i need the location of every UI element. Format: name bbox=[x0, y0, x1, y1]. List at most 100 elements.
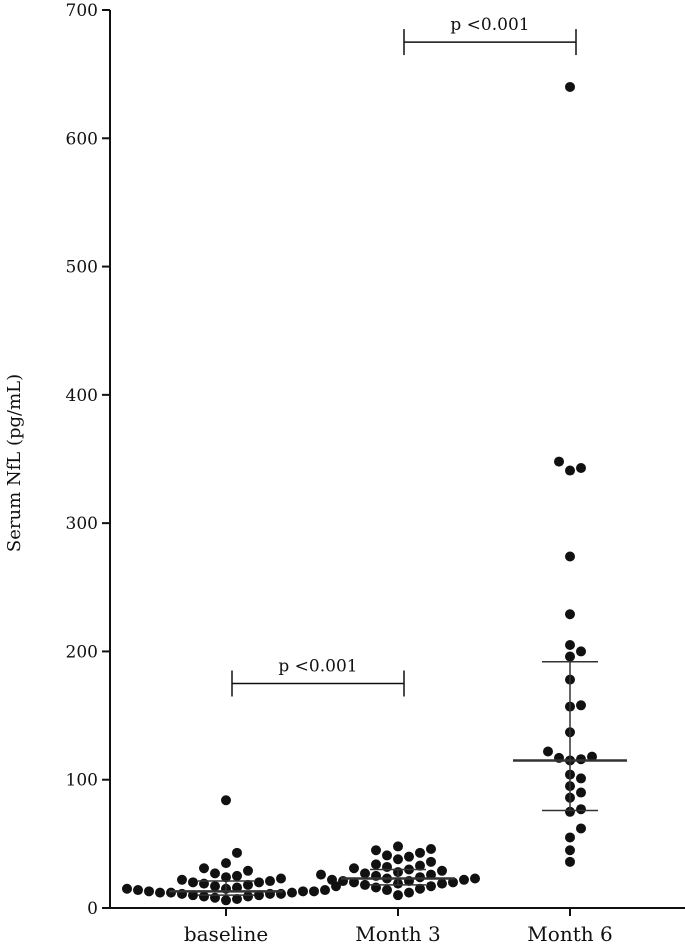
data-point bbox=[565, 640, 575, 651]
data-point bbox=[243, 865, 253, 876]
data-point bbox=[565, 551, 575, 562]
data-point bbox=[404, 851, 414, 862]
data-point bbox=[243, 879, 253, 890]
data-point bbox=[254, 890, 264, 901]
data-point bbox=[265, 876, 275, 887]
data-point bbox=[371, 859, 381, 870]
data-point bbox=[426, 869, 436, 880]
data-point bbox=[393, 890, 403, 901]
data-point bbox=[210, 892, 220, 903]
data-point bbox=[371, 882, 381, 893]
data-point bbox=[199, 878, 209, 889]
data-point bbox=[576, 804, 586, 815]
y-tick-label: 700 bbox=[66, 1, 98, 21]
x-tick-label-baseline: baseline bbox=[184, 922, 268, 946]
data-points bbox=[122, 81, 597, 906]
data-point bbox=[360, 879, 370, 890]
x-tick-label-month-6: Month 6 bbox=[527, 922, 612, 946]
data-point bbox=[565, 832, 575, 843]
data-point bbox=[404, 887, 414, 898]
data-point bbox=[382, 885, 392, 896]
median-iqr-bars bbox=[169, 660, 627, 896]
data-point bbox=[320, 885, 330, 896]
data-point bbox=[221, 895, 231, 906]
data-point bbox=[382, 861, 392, 872]
y-tick-label: 200 bbox=[66, 642, 98, 662]
data-point bbox=[576, 646, 586, 657]
data-point bbox=[437, 878, 447, 889]
data-point bbox=[276, 873, 286, 884]
data-point bbox=[144, 886, 154, 897]
data-point bbox=[576, 462, 586, 473]
x-axis: baseline Month 3 Month 6 bbox=[110, 907, 685, 946]
data-point bbox=[437, 865, 447, 876]
data-point bbox=[393, 854, 403, 865]
data-point bbox=[232, 870, 242, 881]
data-point bbox=[360, 868, 370, 879]
data-point bbox=[415, 883, 425, 894]
data-point bbox=[199, 863, 209, 874]
data-point bbox=[576, 787, 586, 798]
p-value-label: p <0.001 bbox=[450, 15, 529, 35]
data-point bbox=[254, 877, 264, 888]
y-tick-label: 300 bbox=[66, 514, 98, 534]
data-point bbox=[382, 850, 392, 861]
data-point bbox=[565, 806, 575, 817]
data-point bbox=[565, 651, 575, 662]
data-point bbox=[565, 609, 575, 620]
data-point bbox=[426, 843, 436, 854]
data-point bbox=[554, 456, 564, 467]
data-point bbox=[576, 823, 586, 834]
data-point bbox=[298, 886, 308, 897]
data-point bbox=[188, 877, 198, 888]
data-point bbox=[576, 754, 586, 765]
data-point bbox=[232, 847, 242, 858]
data-point bbox=[166, 887, 176, 898]
data-point bbox=[210, 868, 220, 879]
data-point bbox=[155, 887, 165, 898]
data-point bbox=[565, 845, 575, 856]
data-point bbox=[587, 751, 597, 762]
data-point bbox=[327, 874, 337, 885]
data-point bbox=[415, 860, 425, 871]
data-point bbox=[309, 886, 319, 897]
significance-annotations: p <0.001 p <0.001 bbox=[231, 15, 577, 697]
data-point bbox=[232, 894, 242, 905]
data-point bbox=[316, 869, 326, 880]
p-value-label: p <0.001 bbox=[278, 657, 357, 677]
y-tick-label: 400 bbox=[66, 386, 98, 406]
y-tick-label: 500 bbox=[66, 258, 98, 278]
data-point bbox=[426, 856, 436, 867]
data-point bbox=[543, 746, 553, 757]
x-tick-label-month-3: Month 3 bbox=[355, 922, 440, 946]
data-point bbox=[243, 891, 253, 902]
data-point bbox=[287, 887, 297, 898]
data-point bbox=[349, 863, 359, 874]
data-point bbox=[565, 81, 575, 92]
data-point bbox=[393, 841, 403, 852]
y-axis-title: Serum NfL (pg/mL) bbox=[4, 374, 25, 552]
data-point bbox=[576, 700, 586, 711]
data-point bbox=[576, 773, 586, 784]
data-point bbox=[415, 872, 425, 883]
data-point bbox=[415, 847, 425, 858]
y-axis: 0 100 200 300 400 500 600 700 bbox=[66, 1, 111, 919]
data-point bbox=[565, 856, 575, 867]
y-tick-label: 100 bbox=[66, 771, 98, 791]
data-point bbox=[459, 874, 469, 885]
data-point bbox=[426, 881, 436, 892]
data-point bbox=[199, 891, 209, 902]
data-point bbox=[371, 845, 381, 856]
data-point bbox=[349, 877, 359, 888]
data-point bbox=[221, 872, 231, 883]
data-point bbox=[122, 883, 132, 894]
data-point bbox=[232, 882, 242, 893]
data-point bbox=[221, 795, 231, 806]
data-point bbox=[177, 874, 187, 885]
data-point bbox=[210, 881, 220, 892]
data-point bbox=[188, 890, 198, 901]
data-point bbox=[470, 873, 480, 884]
data-point bbox=[565, 465, 575, 476]
y-tick-label: 600 bbox=[66, 129, 98, 149]
